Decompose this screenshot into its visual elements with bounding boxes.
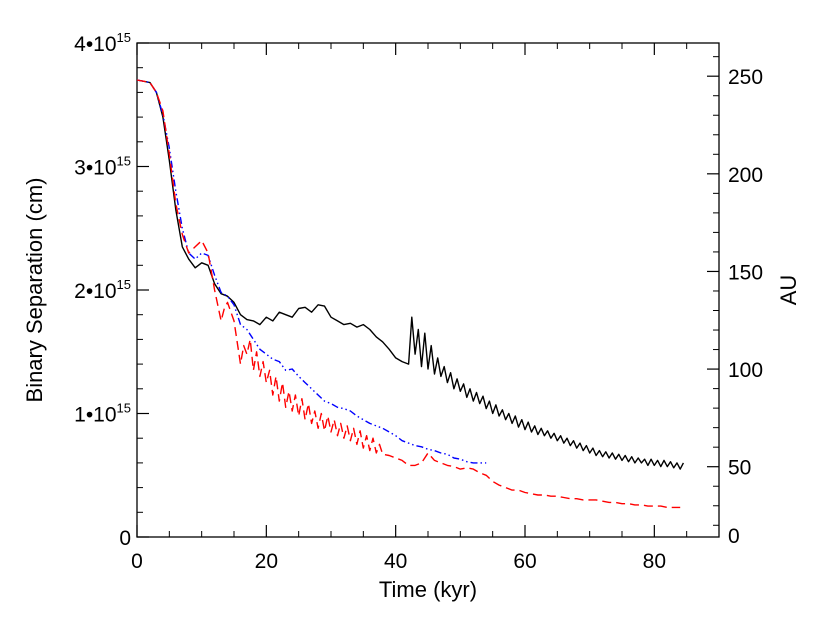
y-tick-label: 3•1015: [74, 154, 131, 180]
y-tick-label: 4•1015: [74, 30, 131, 56]
y-tick-label: 2•1015: [74, 277, 131, 303]
y2-tick-label: 0: [728, 525, 740, 548]
y-axis-label: Binary Separation (cm): [22, 178, 47, 403]
x-axis-label: Time (kyr): [379, 577, 477, 602]
series-layer: [136, 79, 685, 509]
x-tick-label: 60: [513, 550, 536, 573]
x-tick-label: 20: [255, 550, 278, 573]
x-tick-label: 0: [131, 550, 143, 573]
y2-tick-label: 200: [728, 164, 763, 187]
y2-tick-label: 50: [728, 457, 751, 480]
x-tick-label: 40: [384, 550, 407, 573]
y-tick-label: 0: [119, 527, 131, 550]
y2-tick-label: 250: [728, 66, 763, 89]
x-tick-label: 80: [643, 550, 666, 573]
y-axis-left: 0 1•1015 2•1015 3•1015 4•1015: [74, 30, 149, 550]
y2-axis-label: AU: [776, 275, 801, 306]
x-axis: 0 20 40 60 80: [131, 43, 688, 573]
y-tick-label: 1•1015: [74, 401, 131, 427]
y2-tick-label: 150: [728, 261, 763, 284]
y-axis-right: 0 50 100 150 200 250: [707, 56, 763, 548]
plot-frame: [136, 42, 720, 538]
series-dashed-line: [136, 79, 681, 509]
plot-border: [136, 42, 720, 538]
y2-tick-label: 100: [728, 359, 763, 382]
series-dashdot-line: [136, 79, 487, 464]
series-solid-line: [136, 79, 685, 470]
